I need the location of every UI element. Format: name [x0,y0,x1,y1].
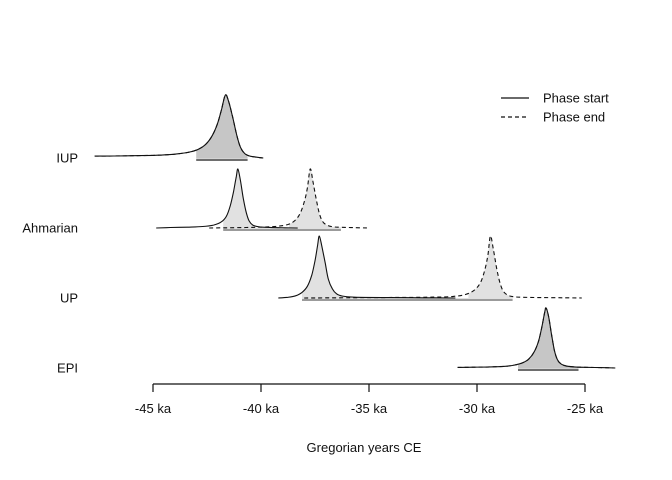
hpd-fill-ahmarian-end [289,168,341,228]
row-label-ahmarian: Ahmarian [22,221,78,236]
hpd-fill-up-start [302,235,347,298]
hpd-fill-up-end [468,235,513,298]
hpd-bar-iup [196,158,248,161]
phase-row-iup: IUP [56,94,264,166]
legend: Phase start Phase end [501,91,609,125]
x-tick-label: -40 ka [243,401,280,416]
density-curve-iup-end [94,94,264,159]
hpd-bar-ahmarian [223,228,341,231]
hpd-fill-epi-start [518,307,579,368]
row-label-iup: IUP [56,151,78,166]
density-curve-up-start [278,235,456,299]
hpd-fill-ahmarian-start [223,168,254,228]
density-curve-ahmarian-start [156,168,298,229]
phase-row-epi: EPI [57,307,616,376]
density-curve-ahmarian-end [209,168,368,229]
hpd-bar-epi [518,368,579,371]
x-tick-label: -25 ka [567,401,604,416]
row-label-up: UP [60,291,78,306]
legend-label-dashed: Phase end [543,110,605,125]
x-tick-label: -45 ka [135,401,172,416]
legend-label-solid: Phase start [543,91,609,106]
x-axis-title: Gregorian years CE [307,440,422,455]
hpd-fill-iup-start [196,94,248,158]
density-curve-up-end [304,235,582,299]
x-tick-label: -30 ka [459,401,496,416]
row-label-epi: EPI [57,361,78,376]
x-axis: -45 ka -40 ka -35 ka -30 ka -25 ka Gregorian … [135,383,604,455]
hpd-bar-up [302,298,513,301]
phase-row-ahmarian: Ahmarian [22,168,368,236]
density-curve-epi-end [457,307,616,369]
x-tick-label: -35 ka [351,401,388,416]
phase-row-up: UP [60,235,582,306]
